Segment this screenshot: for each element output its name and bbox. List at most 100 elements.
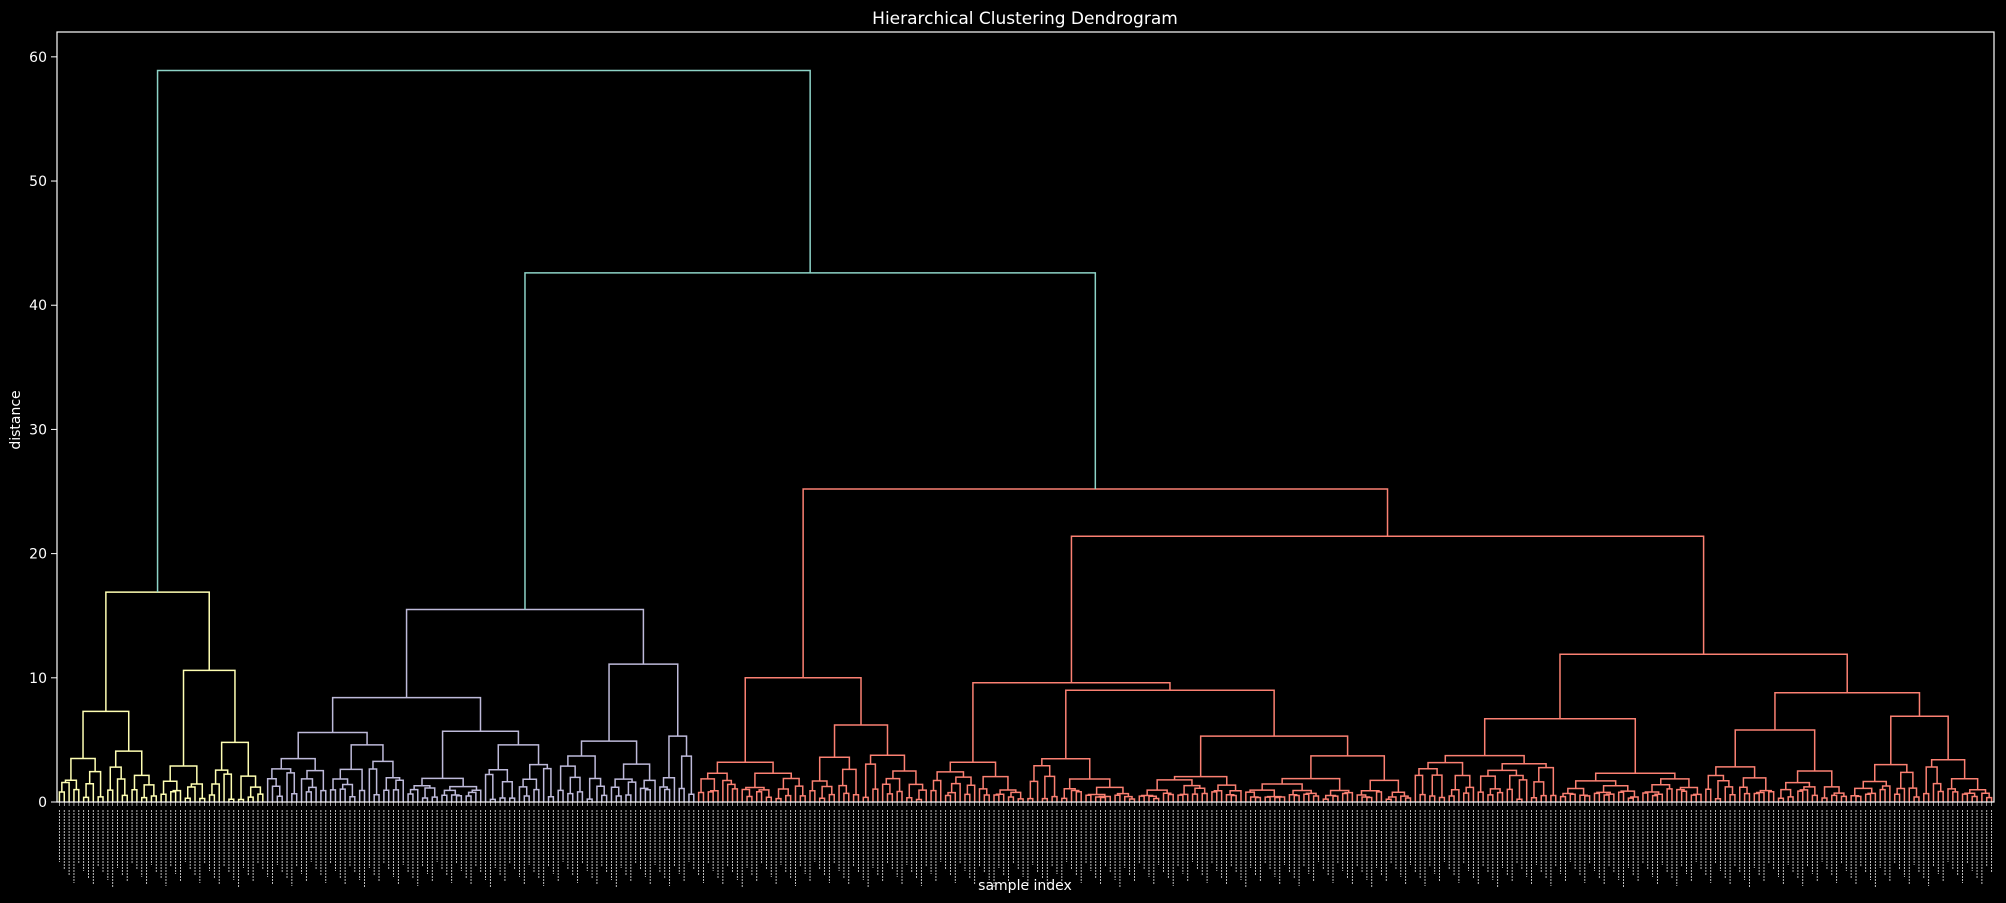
dendrogram-link (1516, 798, 1523, 802)
dendrogram-link (731, 788, 739, 802)
dendrogram-link (1312, 795, 1320, 802)
dendrogram-link (1630, 796, 1639, 802)
dendrogram-link (1418, 768, 1438, 776)
dendrogram-link (350, 744, 384, 770)
dendrogram-link (947, 791, 957, 802)
dendrogram-link (184, 797, 191, 802)
dendrogram-link (1923, 792, 1930, 802)
dendrogram-link (182, 669, 236, 766)
dendrogram-link (368, 768, 378, 802)
dendrogram-link (818, 797, 826, 802)
dendrogram-link (291, 792, 298, 802)
dendrogram-link (1961, 793, 1969, 802)
dendrogram-link (1496, 791, 1504, 802)
dendrogram-link (455, 794, 463, 802)
dendrogram-link (1937, 790, 1944, 802)
dendrogram-link (1217, 784, 1237, 791)
dendrogram-link (809, 790, 816, 802)
dendrogram-link (1787, 796, 1794, 802)
dendrogram-link (1369, 779, 1400, 793)
dendrogram-link (107, 789, 114, 802)
dendrogram-link (395, 779, 404, 802)
dendrogram-link (983, 794, 990, 802)
dendrogram-link (1281, 777, 1341, 791)
dendrogram-link (1803, 786, 1816, 796)
dendrogram-link (1768, 790, 1775, 802)
dendrogram-link (1124, 795, 1133, 802)
dendrogram-link (918, 789, 927, 802)
dendrogram-link (794, 785, 804, 802)
dendrogram-link (1085, 794, 1092, 802)
dendrogram-link (320, 789, 327, 802)
dendrogram-link (1429, 795, 1436, 802)
dendrogram-link (1414, 774, 1424, 802)
dendrogram-link (885, 777, 901, 792)
dendrogram-link (1739, 786, 1748, 802)
dendrogram-link (993, 794, 1000, 802)
dendrogram-link (1065, 689, 1275, 759)
dendrogram-link (1007, 796, 1015, 802)
dendrogram-link (211, 783, 220, 802)
dendrogram-link (726, 783, 736, 802)
dendrogram-link (697, 791, 705, 802)
dendrogram-link (872, 788, 879, 802)
dendrogram-link (1734, 729, 1816, 771)
dendrogram-link (528, 763, 549, 780)
y-tick-label: 0 (38, 795, 47, 811)
dendrogram-link (1569, 793, 1576, 802)
dendrogram-link (892, 770, 917, 785)
dendrogram-link (741, 788, 751, 802)
dendrogram-link (1292, 789, 1312, 795)
dendrogram-link (467, 791, 477, 802)
dendrogram-link (777, 788, 789, 799)
dendrogram-link (1450, 789, 1460, 802)
dendrogram-link (1925, 766, 1938, 794)
dendrogram-link (707, 791, 714, 802)
dendrogram-link (497, 744, 540, 770)
dendrogram-link (852, 794, 860, 802)
dendrogram-link (1191, 793, 1199, 802)
dendrogram-link (1264, 796, 1271, 802)
dendrogram-link (1651, 784, 1671, 792)
dendrogram-link (1288, 793, 1298, 802)
dendrogram-link (1774, 691, 1921, 730)
dendrogram-link (864, 763, 877, 798)
dendrogram-link (1985, 796, 1993, 802)
dendrogram-link (1179, 793, 1189, 802)
dendrogram-link (627, 781, 637, 802)
dendrogram-link (1617, 791, 1625, 802)
y-tick-label: 50 (29, 174, 47, 190)
dendrogram-link (1506, 788, 1513, 802)
dendrogram-link (944, 794, 952, 802)
dendrogram-link (341, 783, 354, 797)
dendrogram-link (615, 795, 622, 802)
dendrogram-link (249, 786, 262, 798)
dendrogram-link (785, 794, 792, 802)
dendrogram-link (1431, 774, 1443, 798)
dendrogram-link (818, 756, 851, 782)
dendrogram-link (1594, 772, 1676, 781)
dendrogram-link (659, 786, 668, 802)
dendrogram-link (1033, 765, 1051, 782)
dendrogram-link (1479, 775, 1496, 793)
dendrogram-link (1341, 792, 1349, 802)
dendrogram-link (257, 793, 264, 802)
dendrogram-link (441, 730, 520, 779)
dendrogram-link (716, 761, 774, 774)
dendrogram-link (1879, 788, 1886, 802)
dendrogram-link (1211, 791, 1218, 802)
dendrogram-link (802, 488, 1389, 678)
dendrogram-link (465, 795, 472, 802)
dendrogram-link (1969, 788, 1987, 794)
dendrogram-link (170, 790, 177, 802)
dendrogram-link (758, 789, 770, 798)
dendrogram-link (518, 786, 528, 802)
dendrogram-link (1676, 788, 1685, 802)
dendrogram-link (1605, 793, 1615, 802)
dendrogram-link (383, 789, 390, 802)
dendrogram-link (501, 781, 513, 799)
dendrogram-link (841, 768, 857, 795)
dendrogram-link (1249, 796, 1259, 802)
dendrogram-link (1550, 794, 1557, 802)
